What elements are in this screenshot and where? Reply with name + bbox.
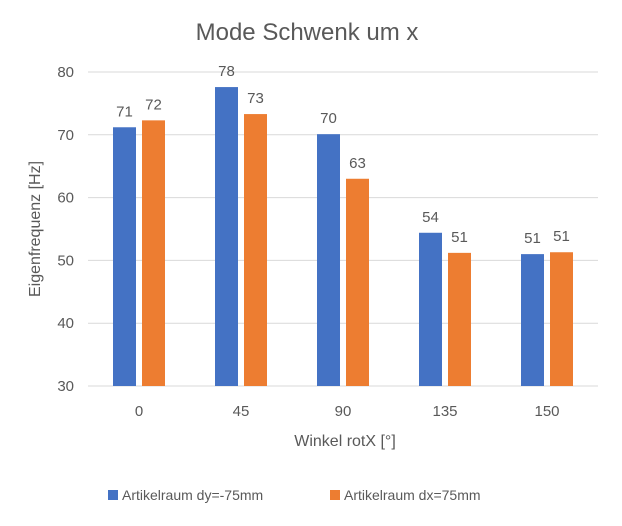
x-axis-ticks: 0 45 90 135 150 xyxy=(135,403,560,420)
data-label: 73 xyxy=(247,90,264,107)
bar xyxy=(550,252,573,386)
gridlines xyxy=(88,71,598,387)
data-label: 70 xyxy=(320,110,337,127)
x-axis-title: Winkel rotX [°] xyxy=(294,433,396,450)
y-tick-label: 40 xyxy=(57,315,74,332)
legend-label: Artikelraum dx=75mm xyxy=(344,487,481,503)
data-label: 72 xyxy=(145,96,162,113)
bars xyxy=(113,87,573,387)
y-tick-label: 70 xyxy=(57,127,74,144)
y-tick-label: 30 xyxy=(57,378,74,395)
x-tick-label: 45 xyxy=(233,403,250,420)
bar xyxy=(521,254,544,386)
data-labels: 71 72 78 73 70 63 54 51 51 51 xyxy=(116,63,570,247)
bar xyxy=(448,252,471,386)
legend-swatch xyxy=(330,490,340,500)
legend-label: Artikelraum dy=-75mm xyxy=(122,487,263,503)
bar xyxy=(419,232,442,386)
y-axis-title: Eigenfrequenz [Hz] xyxy=(27,161,44,297)
x-tick-label: 150 xyxy=(534,403,559,420)
data-label: 51 xyxy=(524,230,541,247)
data-label: 63 xyxy=(349,155,366,172)
x-tick-label: 0 xyxy=(135,403,143,420)
data-label: 54 xyxy=(422,209,439,226)
x-tick-label: 135 xyxy=(432,403,457,420)
legend: Artikelraum dy=-75mm Artikelraum dx=75mm xyxy=(108,487,481,503)
y-axis-ticks: 30 40 50 60 70 80 xyxy=(57,64,74,395)
bar xyxy=(113,127,136,386)
data-label: 71 xyxy=(116,103,133,120)
chart-title: Mode Schwenk um x xyxy=(196,19,419,46)
data-label: 51 xyxy=(553,228,570,245)
data-label: 78 xyxy=(218,63,235,80)
y-tick-label: 50 xyxy=(57,252,74,269)
x-tick-label: 90 xyxy=(335,403,352,420)
bar xyxy=(215,87,238,387)
y-tick-label: 60 xyxy=(57,190,74,207)
data-label: 51 xyxy=(451,229,468,246)
legend-swatch xyxy=(108,490,118,500)
bar xyxy=(142,120,165,386)
bar xyxy=(244,114,267,387)
y-tick-label: 80 xyxy=(57,64,74,81)
bar xyxy=(317,134,340,386)
bar xyxy=(346,178,369,386)
